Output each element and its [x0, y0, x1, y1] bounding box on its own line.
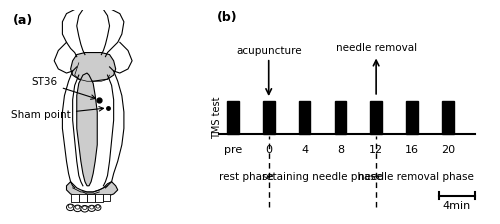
Ellipse shape: [88, 205, 96, 211]
Bar: [263, 101, 274, 134]
Text: pre: pre: [224, 144, 242, 155]
Ellipse shape: [96, 205, 100, 208]
Bar: [442, 101, 454, 134]
Text: Sham point: Sham point: [11, 107, 104, 120]
Text: 20: 20: [440, 144, 455, 155]
Text: (a): (a): [13, 14, 34, 27]
Ellipse shape: [82, 206, 87, 209]
Polygon shape: [66, 182, 118, 198]
Bar: [104, 194, 110, 201]
Bar: [406, 101, 418, 134]
Ellipse shape: [95, 205, 101, 210]
Text: (b): (b): [217, 11, 238, 24]
Text: 12: 12: [369, 144, 383, 155]
Bar: [227, 101, 238, 134]
Ellipse shape: [81, 205, 88, 212]
Polygon shape: [70, 53, 116, 81]
Ellipse shape: [66, 204, 74, 211]
Text: needle removal: needle removal: [336, 43, 416, 54]
Text: acupuncture: acupuncture: [236, 46, 302, 56]
Text: TMS test: TMS test: [212, 96, 222, 139]
Ellipse shape: [74, 205, 82, 212]
Text: 8: 8: [337, 144, 344, 155]
Bar: [334, 101, 346, 134]
Text: 0: 0: [265, 144, 272, 155]
Text: 16: 16: [405, 144, 419, 155]
Bar: [70, 194, 79, 202]
Ellipse shape: [68, 205, 72, 208]
Text: 4min: 4min: [442, 201, 471, 211]
Bar: [95, 194, 104, 202]
Bar: [298, 101, 310, 134]
Polygon shape: [77, 73, 97, 186]
Text: needle removal phase: needle removal phase: [358, 172, 474, 182]
Bar: [79, 194, 87, 202]
Text: ST36: ST36: [32, 77, 96, 99]
Ellipse shape: [76, 206, 80, 209]
Bar: [87, 194, 95, 202]
Text: rest phase: rest phase: [219, 172, 274, 182]
Ellipse shape: [90, 206, 94, 209]
Bar: [370, 101, 382, 134]
Text: retaining needle phase: retaining needle phase: [262, 172, 382, 182]
Text: 4: 4: [301, 144, 308, 155]
